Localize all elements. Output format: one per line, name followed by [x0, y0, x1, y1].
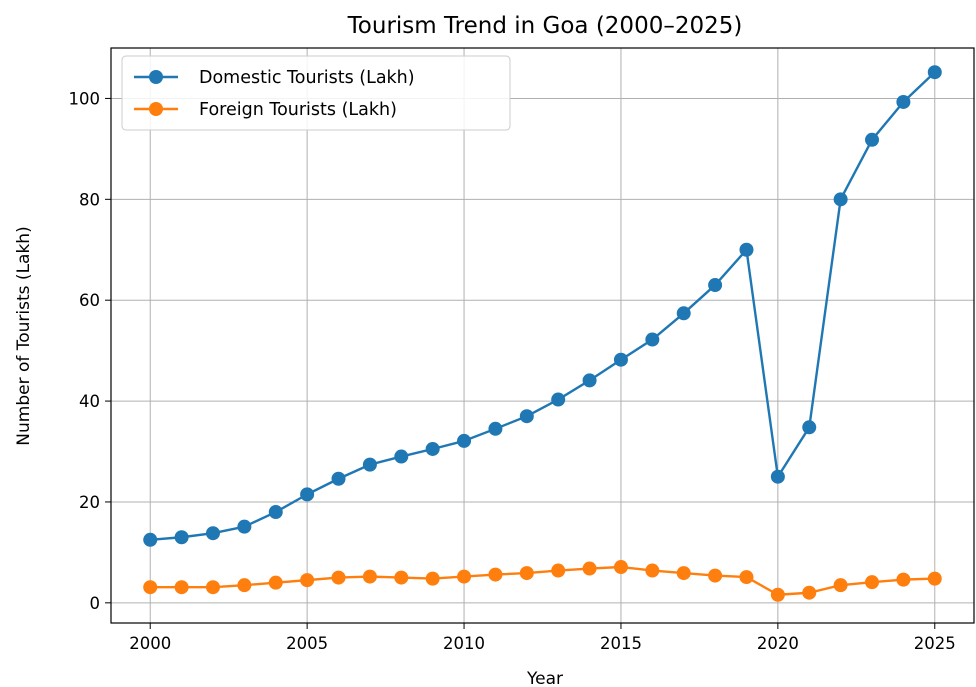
series-2-point-2009	[425, 571, 440, 586]
series-2-point-2024	[896, 572, 911, 587]
series-layer	[143, 65, 942, 602]
series-1-point-2008	[394, 449, 409, 464]
series-2-point-2004	[268, 575, 283, 590]
legend-box	[121, 55, 511, 131]
series-2-point-2001	[174, 580, 189, 595]
series-2-point-2007	[362, 569, 377, 584]
y-tick-label-80: 80	[79, 190, 100, 209]
series-2-point-2010	[457, 569, 472, 584]
x-tick-label-2005: 2005	[286, 634, 328, 653]
x-tick-label-2020: 2020	[757, 634, 799, 653]
legend-label-1: Domestic Tourists (Lakh)	[199, 68, 415, 88]
series-2-point-2016	[645, 563, 660, 578]
series-2-point-2015	[613, 560, 628, 575]
series-2-point-2014	[582, 561, 597, 576]
series-1	[143, 65, 942, 547]
series-line-2	[150, 565, 935, 596]
legend-marker-1	[149, 70, 163, 84]
y-axis-label: Number of Tourists (Lakh)	[14, 226, 34, 445]
series-1-point-2022	[833, 192, 848, 207]
series-1-point-2020	[770, 469, 785, 484]
series-2-point-2020	[770, 587, 785, 602]
series-1-point-2004	[268, 505, 283, 520]
series-2-point-2006	[331, 570, 346, 585]
series-1-point-2021	[802, 420, 817, 435]
y-tick-label-60: 60	[79, 291, 100, 310]
y-tick-label-0: 0	[90, 594, 101, 613]
series-1-point-2005	[300, 487, 315, 502]
series-1-point-2014	[582, 373, 597, 388]
series-1-point-2002	[205, 526, 220, 541]
series-1-point-2006	[331, 471, 346, 486]
series-1-point-2009	[425, 441, 440, 456]
legend: Domestic Tourists (Lakh) Foreign Tourists…	[121, 55, 511, 131]
series-2-point-2000	[143, 580, 158, 595]
series-2-point-2005	[300, 573, 315, 588]
series-2-point-2017	[676, 566, 691, 581]
series-1-point-2018	[708, 278, 723, 293]
series-1-point-2023	[865, 132, 880, 147]
series-2-point-2003	[237, 578, 252, 593]
series-line-1	[150, 71, 936, 541]
series-2-point-2011	[488, 567, 503, 582]
series-1-point-2019	[739, 242, 754, 257]
series-2-point-2022	[833, 578, 848, 593]
series-1-point-2001	[174, 530, 189, 545]
x-tick-label-2015: 2015	[600, 634, 642, 653]
series-2-point-2019	[739, 570, 754, 585]
y-tick-label-20: 20	[79, 493, 100, 512]
series-2-point-2018	[708, 568, 723, 583]
series-1-point-2011	[488, 421, 503, 436]
series-1-point-2010	[457, 433, 472, 448]
series-1-point-2007	[362, 457, 377, 472]
legend-label-2: Foreign Tourists (Lakh)	[199, 100, 397, 120]
legend-marker-2	[149, 102, 163, 116]
series-1-point-2017	[676, 306, 691, 321]
series-1-point-2024	[896, 94, 911, 109]
series-2-point-2021	[802, 585, 817, 600]
x-tick-label-2000: 2000	[129, 634, 171, 653]
plot-frame	[110, 47, 975, 624]
series-1-point-2016	[645, 332, 660, 347]
legend-entries: Domestic Tourists (Lakh) Foreign Tourists…	[134, 68, 415, 120]
series-1-point-2003	[237, 519, 252, 534]
grid	[111, 48, 974, 623]
series-1-point-2015	[613, 352, 628, 367]
series-2-point-2013	[551, 563, 566, 578]
series-1-point-2013	[551, 392, 566, 407]
x-tick-label-2025: 2025	[914, 634, 956, 653]
chart-title: Tourism Trend in Goa (2000–2025)	[347, 13, 743, 39]
series-2-point-2012	[519, 566, 534, 581]
x-tick-label-2010: 2010	[443, 634, 485, 653]
series-1-point-2012	[519, 409, 534, 424]
series-1-point-2025	[927, 65, 942, 80]
y-tick-label-40: 40	[79, 392, 100, 411]
series-1-point-2000	[143, 532, 158, 547]
series-2-point-2008	[394, 570, 409, 585]
series-2-point-2002	[205, 580, 220, 595]
series-2-point-2025	[927, 571, 942, 586]
x-axis-label: Year	[526, 669, 563, 687]
ticks: 2000 2005 2010 2015 2020 2025 0 20 40 60 80 100	[69, 89, 956, 653]
y-tick-label-100: 100	[69, 89, 101, 108]
series-2	[143, 560, 942, 602]
series-2-point-2023	[865, 575, 880, 590]
